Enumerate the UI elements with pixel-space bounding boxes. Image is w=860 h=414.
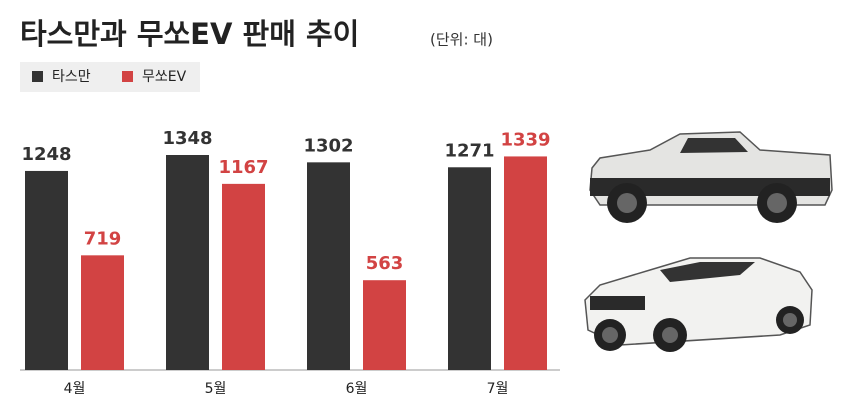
legend-box bbox=[20, 62, 200, 92]
data-label: 1271 bbox=[444, 140, 494, 161]
bar bbox=[25, 170, 68, 370]
data-label: 1302 bbox=[303, 135, 353, 156]
x-tick-label: 5월 bbox=[205, 381, 227, 397]
data-label: 1339 bbox=[500, 129, 550, 150]
bar bbox=[307, 162, 350, 370]
x-tick-label: 6월 bbox=[346, 381, 368, 397]
bar bbox=[363, 280, 406, 370]
truck-image bbox=[589, 131, 833, 223]
bar bbox=[448, 167, 491, 370]
x-tick-label: 4월 bbox=[64, 381, 86, 397]
chart-subtitle: (단위: 대) bbox=[430, 31, 493, 49]
bar bbox=[222, 183, 265, 370]
bar bbox=[81, 255, 124, 370]
data-label: 1167 bbox=[218, 157, 268, 178]
data-label: 1348 bbox=[162, 128, 212, 149]
data-label: 719 bbox=[84, 228, 122, 249]
legend-swatch bbox=[122, 71, 133, 82]
data-label: 563 bbox=[366, 253, 404, 274]
x-tick-label: 7월 bbox=[487, 381, 509, 397]
data-label: 1248 bbox=[21, 144, 71, 165]
legend-label: 타스만 bbox=[52, 69, 91, 85]
legend-label: 무쏘EV bbox=[142, 69, 187, 85]
bar bbox=[166, 155, 209, 370]
bar bbox=[504, 156, 547, 370]
legend-swatch bbox=[32, 71, 43, 82]
chart-title: 타스만과 무쏘EV 판매 추이 bbox=[20, 17, 359, 51]
truck-image bbox=[584, 257, 813, 352]
